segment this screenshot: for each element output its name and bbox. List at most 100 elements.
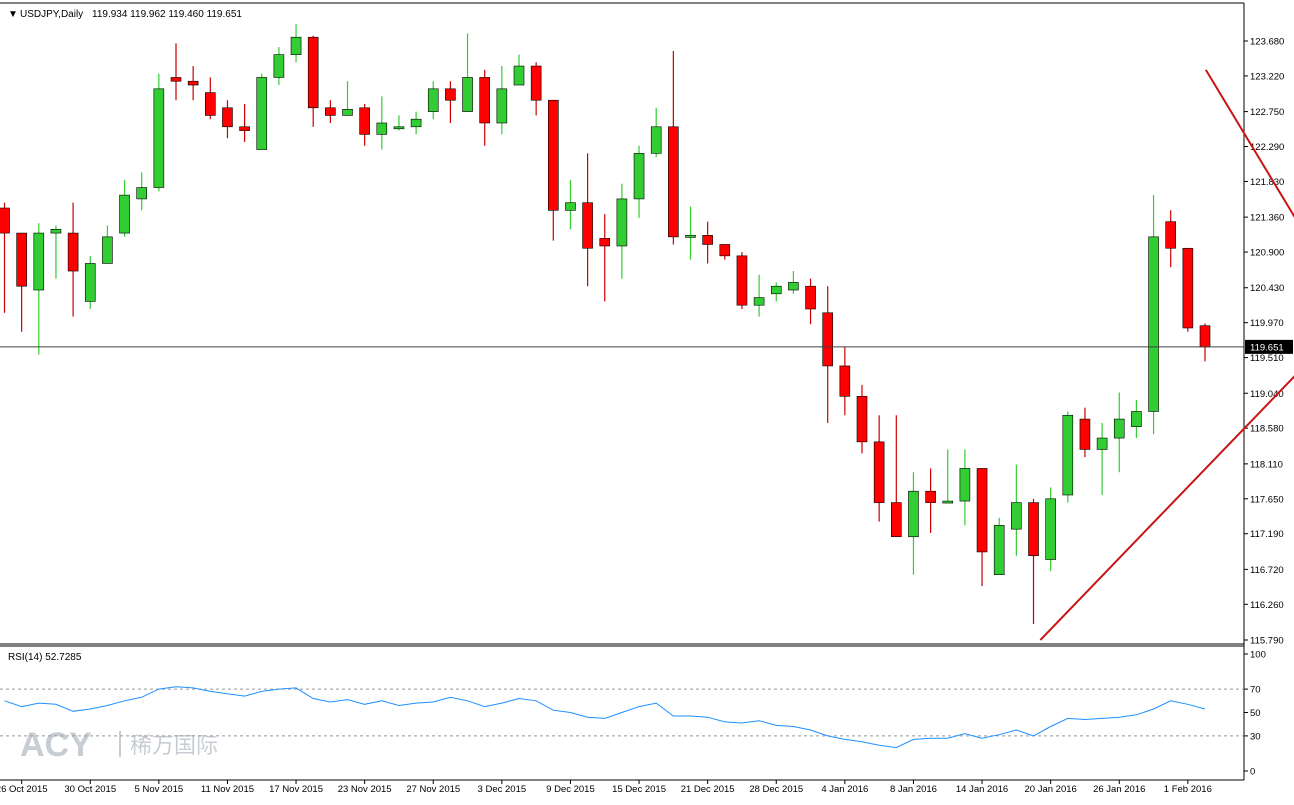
time-axis-label: 4 Jan 2016 [821,784,868,795]
candle-body [839,365,851,397]
bullish-candle [770,282,782,302]
candle-body [925,490,936,503]
candle-body [342,109,353,116]
price-axis-label: 117.650 [1250,494,1284,505]
bearish-candle [856,384,868,454]
bullish-candle [959,449,971,526]
watermark-cn-text: 稀万国际 [130,733,218,758]
candle-body [136,187,147,200]
candle-body [325,107,336,116]
current-price-line-group: 119.651 [0,339,1293,354]
rsi-line [4,686,1206,749]
candle-body [187,80,199,86]
time-axis-label: 30 Oct 2015 [64,784,116,795]
candle-body [702,235,713,245]
time-axis-label: 21 Dec 2015 [681,784,735,795]
price-axis-label: 122.750 [1250,107,1284,118]
candle-body [102,236,113,264]
candle-body [873,441,885,503]
price-axis-label: 123.220 [1250,71,1284,82]
candle-body [582,202,593,249]
bearish-candle [582,153,593,287]
bullish-candle [788,271,799,294]
bullish-candle [393,115,405,131]
bullish-candle [84,255,96,309]
candle-body [719,244,731,257]
candle-body [685,235,696,238]
current-price-label: 119.651 [1250,342,1284,353]
bullish-candle [753,274,765,317]
time-axis-label: 26 Jan 2016 [1093,784,1145,795]
candle-body [496,88,508,124]
candle-body [633,153,645,200]
time-axis-label: 9 Dec 2015 [546,784,595,795]
price-axis-label: 121.360 [1250,213,1284,224]
bullish-candle [33,223,45,355]
bullish-candle [136,172,147,211]
time-axis-label: 15 Dec 2015 [612,784,666,795]
price-axis-label: 120.900 [1250,248,1284,259]
rsi-axis-label: 70 [1250,685,1261,696]
bullish-candle [1131,400,1142,439]
bearish-candle [822,286,834,423]
candle-body [50,228,62,234]
bullish-candle [50,225,62,279]
bearish-candle [170,43,182,101]
price-axis-label: 118.110 [1250,459,1283,470]
time-axis-label: 28 Dec 2015 [749,784,803,795]
current-price-badge [1245,339,1293,354]
bullish-candle [1148,195,1159,435]
candle-body [239,126,250,131]
candle-body [445,88,456,101]
bearish-candle [1182,247,1194,332]
price-axis: 123.680 123.220 122.750 122.290 121.830 121.3… [1244,37,1284,647]
chart-title-arrow: ▼ [8,9,18,20]
bearish-candle [702,221,713,264]
bullish-candle [153,73,165,192]
candle-body [959,468,971,502]
bearish-candle [873,415,885,522]
bullish-candle [256,73,268,150]
candle-body [16,232,27,287]
candle-body [547,99,559,211]
bearish-candle [1028,498,1039,625]
bullish-candle [102,225,113,264]
bearish-candle [890,415,902,538]
candle-body [753,297,765,306]
price-axis-label: 115.790 [1250,636,1284,647]
bullish-candle [685,206,696,260]
candle-body [513,65,525,86]
candle-body [1045,498,1056,560]
candle-body [1011,502,1022,530]
bearish-candle [479,69,491,146]
time-axis-label: 3 Dec 2015 [478,784,527,795]
bullish-candle [496,66,508,135]
price-axis-label: 120.430 [1250,283,1284,294]
time-axis-label: 20 Jan 2016 [1025,784,1077,795]
price-axis-label: 119.970 [1250,318,1284,329]
bullish-candle [462,33,473,112]
candle-body [736,255,748,306]
candle-body [1165,221,1176,249]
bullish-candle [1011,464,1022,556]
candle-body [993,525,1005,576]
candle-body [616,198,628,247]
candle-body [565,202,576,211]
candle-body [1113,418,1125,439]
bearish-candle [976,468,988,587]
price-axis-label: 119.510 [1250,353,1284,364]
bullish-candle [119,179,130,237]
candle-body [788,282,799,291]
candle-body [1199,325,1211,348]
candle-body [942,500,954,504]
trendline [1205,69,1294,218]
candle-body [222,107,233,128]
bullish-candle [650,107,662,158]
bullish-candle [410,111,422,135]
price-axis-label: 123.680 [1250,37,1284,48]
time-axis-label: 5 Nov 2015 [135,784,184,795]
bullish-candle [993,517,1005,576]
bullish-candle [1045,487,1056,571]
